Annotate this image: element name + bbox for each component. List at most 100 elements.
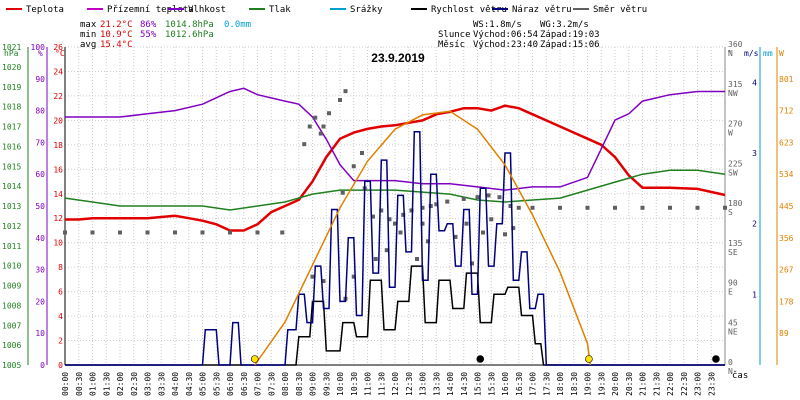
pressure-tick-label: 1017 xyxy=(2,123,21,132)
pressure-tick-label: 1016 xyxy=(2,142,21,151)
wind-direction-point xyxy=(118,230,122,235)
direction-tick-label: 360 xyxy=(728,40,743,49)
wind-direction-point xyxy=(445,199,450,204)
wind-speed-info: WS:1.8m/s xyxy=(473,20,522,30)
x-tick-label: 06:00 xyxy=(226,372,235,396)
x-tick-label: 21:30 xyxy=(652,372,661,396)
humidity-tick-label: 60 xyxy=(35,170,45,179)
wind-direction-point xyxy=(302,142,307,147)
x-tick-label: 10:00 xyxy=(336,372,345,396)
wind-direction-point xyxy=(428,204,433,208)
x-tick-label: 12:30 xyxy=(405,372,414,396)
temperature-tick-label: 2 xyxy=(58,337,63,346)
x-tick-label: 19:00 xyxy=(584,372,593,396)
wind-direction-point xyxy=(420,205,425,210)
humidity-tick-label: 90 xyxy=(35,75,45,84)
markers xyxy=(250,355,720,363)
temperature-tick-label: 12 xyxy=(53,214,63,223)
wind-direction-point xyxy=(63,230,67,235)
wind-direction-point xyxy=(387,217,392,222)
direction-letter-label: NE xyxy=(728,327,738,336)
pressure-tick-label: 1009 xyxy=(2,282,21,291)
pressure-tick-label: 1011 xyxy=(2,242,21,251)
x-tick-label: 23:30 xyxy=(707,372,716,396)
radiation-tick-label: 356 xyxy=(779,234,794,243)
wind-direction-point xyxy=(508,204,513,208)
x-tick-label: 09:30 xyxy=(322,372,331,396)
x-tick-label: 08:30 xyxy=(295,372,304,396)
wind-direction-point xyxy=(464,221,469,226)
direction-letter-label: S xyxy=(728,208,733,217)
direction-tick-label: 45 xyxy=(728,318,738,327)
wind-direction-point xyxy=(585,205,590,210)
pressure-tick-label: 1019 xyxy=(2,83,21,92)
direction-tick-label: 135 xyxy=(728,239,743,248)
pressure-tick-label: 1013 xyxy=(2,202,21,211)
wind-direction-point xyxy=(340,190,345,195)
humidity-tick-label: 80 xyxy=(35,107,45,116)
legend-label: Přízemní teplota xyxy=(107,5,194,15)
wind-direction-point xyxy=(503,232,507,237)
stats-min-temp: 10.9°C xyxy=(100,30,133,40)
wind-direction-point xyxy=(351,164,356,169)
stats-max-label: max xyxy=(80,20,97,30)
info-box: max 21.2°C 86% 1014.8hPa 0.0mm min 10.9°… xyxy=(80,20,600,50)
chart-title: 23.9.2019 xyxy=(371,51,425,65)
x-tick-label: 01:00 xyxy=(89,372,98,396)
radiation-tick-label: 623 xyxy=(779,138,794,147)
x-tick-label: 00:00 xyxy=(61,372,70,396)
x-tick-label: 08:00 xyxy=(281,372,290,396)
x-tick-label: 13:00 xyxy=(419,372,428,396)
x-tick-label: 02:30 xyxy=(130,372,139,396)
direction-letter-label: N xyxy=(728,367,733,376)
wind-tick-label: 2 xyxy=(752,220,757,229)
wind-direction-point xyxy=(310,274,315,279)
x-tick-label: 17:00 xyxy=(529,372,538,396)
wind-direction-point xyxy=(379,208,384,213)
unit-wind: m/s xyxy=(744,49,759,58)
wind-direction-point xyxy=(200,230,205,235)
x-tick-label: 04:00 xyxy=(171,372,180,396)
wind-direction-point xyxy=(475,195,480,200)
wind-direction-point xyxy=(497,195,502,200)
wind-direction-point xyxy=(255,230,260,235)
radiation-tick-label: 534 xyxy=(779,170,794,179)
wind-direction-point xyxy=(384,248,389,253)
temperature-tick-label: 8 xyxy=(58,263,63,272)
wind-direction-point xyxy=(373,257,378,261)
radiation-tick-label: 89 xyxy=(779,329,789,338)
direction-letter-label: SE xyxy=(728,248,738,257)
wind-direction-point xyxy=(415,257,419,261)
pressure-tick-label: 1005 xyxy=(2,361,21,370)
wind-direction-point xyxy=(668,205,672,210)
pressure-tick-label: 1012 xyxy=(2,222,21,231)
temperature-tick-label: 10 xyxy=(53,239,63,248)
stats-min-hum: 55% xyxy=(140,30,157,40)
x-tick-label: 22:30 xyxy=(680,372,689,396)
humidity-tick-label: 50 xyxy=(35,202,45,211)
sun-label: Slunce xyxy=(438,30,471,40)
wind-direction-point xyxy=(426,239,430,244)
sun-moon-marker xyxy=(585,355,593,363)
unit-pressure: hPa xyxy=(4,49,19,58)
x-tick-label: 07:00 xyxy=(254,372,263,396)
x-tick-label: 00:30 xyxy=(75,372,84,396)
sunset-info: Západ:19:03 xyxy=(540,30,600,40)
wind-direction-point xyxy=(489,217,494,222)
radiation-tick-label: 712 xyxy=(779,107,794,116)
pressure-tick-label: 1008 xyxy=(2,301,21,310)
wind-direction-point xyxy=(343,89,348,94)
wind-tick-label: 4 xyxy=(752,78,757,87)
humidity-tick-label: 100 xyxy=(31,43,46,52)
x-tick-label: 18:00 xyxy=(556,372,565,396)
x-tick-label: 07:30 xyxy=(267,372,276,396)
wind-direction-point xyxy=(338,98,342,102)
temperature-tick-label: 18 xyxy=(53,141,63,150)
pressure-tick-label: 1021 xyxy=(2,43,21,52)
direction-tick-label: 225 xyxy=(728,159,743,168)
legend-label: Srážky xyxy=(350,5,383,15)
direction-letter-label: NW xyxy=(728,89,738,98)
sunrise-info: Východ:06:54 xyxy=(473,30,538,40)
